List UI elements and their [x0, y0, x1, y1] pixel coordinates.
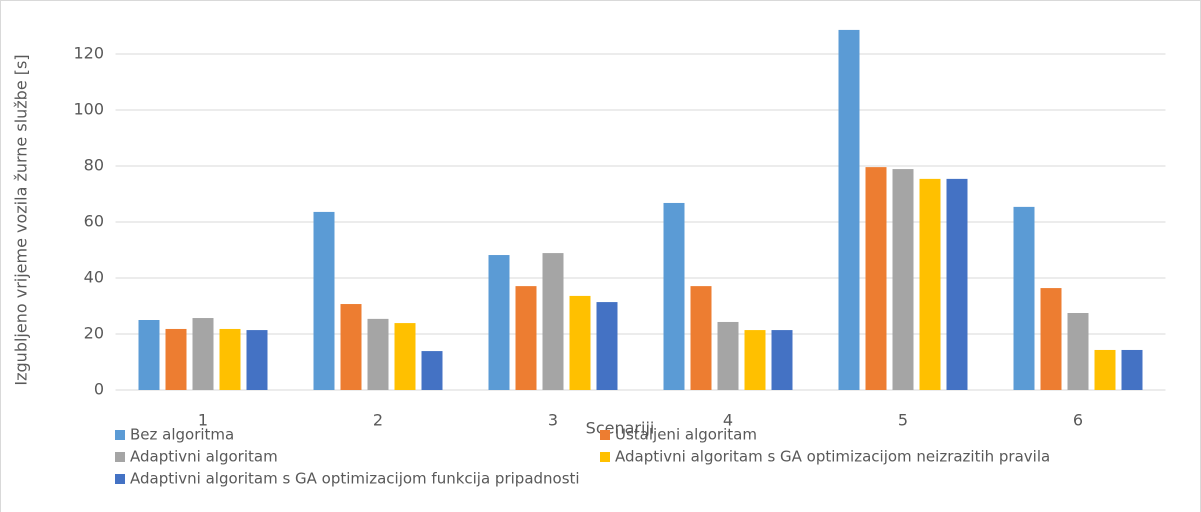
- bar: [771, 330, 793, 390]
- bar: [744, 330, 766, 390]
- bar: [488, 255, 510, 390]
- bar: [946, 178, 968, 390]
- legend-swatch: [600, 452, 610, 462]
- legend-label: Adaptivni algoritam: [130, 448, 278, 466]
- bar: [421, 351, 443, 390]
- x-tick-label: 3: [548, 411, 558, 430]
- bar: [313, 211, 335, 390]
- x-tick-label: 6: [1073, 411, 1083, 430]
- legend-swatch: [600, 430, 610, 440]
- y-tick-label: 20: [84, 324, 104, 343]
- bar: [596, 302, 618, 390]
- bar: [246, 330, 268, 390]
- bar: [1067, 313, 1089, 390]
- bar: [865, 167, 887, 390]
- legend-swatch: [115, 430, 125, 440]
- legend-label: Adaptivni algoritam s GA optimizacijom f…: [130, 470, 580, 488]
- y-tick-label: 0: [94, 380, 104, 399]
- y-axis-label: Izgubljeno vrijeme vozila žurne službe […: [12, 54, 31, 385]
- x-tick-label: 5: [898, 411, 908, 430]
- bar: [569, 295, 591, 390]
- x-tick-label: 2: [373, 411, 383, 430]
- bar: [192, 318, 214, 390]
- bar: [892, 169, 914, 390]
- bar: [838, 29, 860, 390]
- bar: [717, 321, 739, 390]
- legend-swatch: [115, 474, 125, 484]
- bar: [1094, 349, 1116, 390]
- bar: [340, 304, 362, 390]
- bar: [515, 286, 537, 390]
- bar: [919, 178, 941, 390]
- y-tick-label: 120: [73, 44, 104, 63]
- bar: [165, 328, 187, 390]
- bar: [367, 318, 389, 390]
- bar: [1040, 288, 1062, 390]
- bar: [1121, 349, 1143, 390]
- legend-label: Ustaljeni algoritam: [615, 426, 757, 444]
- bar: [663, 202, 685, 390]
- y-tick-label: 100: [73, 100, 104, 119]
- bar: [394, 323, 416, 390]
- legend-label: Bez algoritma: [130, 426, 234, 444]
- bar: [1013, 206, 1035, 390]
- y-tick-label: 80: [84, 156, 104, 175]
- bar: [542, 253, 564, 390]
- x-tick-label: 4: [723, 411, 733, 430]
- legend-label: Adaptivni algoritam s GA optimizacijom n…: [615, 448, 1050, 466]
- bar: [219, 328, 241, 390]
- y-tick-label: 60: [84, 212, 104, 231]
- x-tick-label: 1: [198, 411, 208, 430]
- y-tick-label: 40: [84, 268, 104, 287]
- bar: [690, 286, 712, 390]
- legend-swatch: [115, 452, 125, 462]
- bar: [138, 320, 160, 390]
